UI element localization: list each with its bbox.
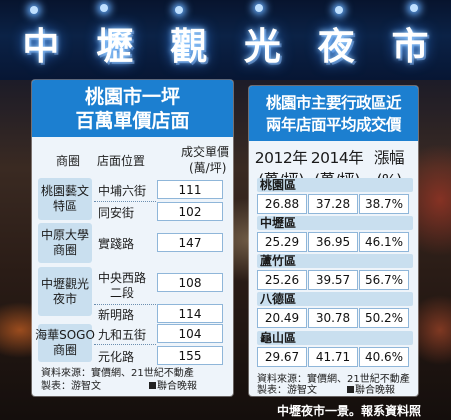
- value-2012: 26.88: [257, 194, 307, 214]
- square-bullet-icon: [149, 382, 156, 389]
- sign-title: 中 壢 觀 光 夜 市: [0, 18, 451, 68]
- district-price-title-line1: 桃園市主要行政區近: [265, 94, 402, 112]
- shop-price: 102: [157, 202, 223, 221]
- credit-note: 聯合晚報: [347, 385, 395, 397]
- district-block: [38, 324, 92, 362]
- photo-caption: 中壢夜市一景。報系資料照: [277, 404, 422, 418]
- shop-price: 108: [157, 273, 223, 292]
- value-change: 40.6%: [359, 347, 409, 367]
- sign-char: 市: [391, 25, 429, 68]
- shop-price: 114: [157, 304, 223, 323]
- district-price-table: 桃園市主要行政區近 兩年店面平均成交價 2012年 (萬/坪) 2014年 (萬…: [249, 86, 418, 396]
- district-name: 桃園藝文特區: [40, 184, 89, 213]
- col-2012-header: 2012年: [254, 149, 308, 167]
- shop-location: 中央西路二段: [97, 271, 146, 300]
- value-change: 46.1%: [359, 232, 409, 252]
- value-2014: 37.28: [308, 194, 358, 214]
- sign-char: 觀: [170, 25, 208, 68]
- district-name: 中原大學商圈: [40, 228, 89, 257]
- col-change-header: 漲幅: [373, 149, 405, 167]
- district-tag: 蘆竹區: [257, 254, 413, 268]
- shop-price: 111: [157, 180, 223, 199]
- credit-note: 聯合晚報: [149, 381, 197, 393]
- shop-location: 元化路: [98, 350, 135, 364]
- value-2014: 41.71: [308, 347, 358, 367]
- editor-note: 製表：游智文: [257, 385, 317, 396]
- value-2014: 39.57: [308, 270, 358, 290]
- col-price-unit: (萬/坪): [189, 161, 227, 175]
- source-note: 資料來源：實價網、21世紀不動產: [41, 368, 194, 379]
- col-district-header: 商圈: [56, 154, 81, 168]
- sign-char: 壢: [96, 25, 134, 68]
- district-name: 海華SOGO商圈: [35, 328, 95, 357]
- shop-location: 中埔六街: [98, 184, 147, 198]
- col-2014-header: 2014年: [310, 149, 364, 167]
- shop-location: 同安街: [98, 206, 135, 220]
- district-price-table-header: 桃園市主要行政區近 兩年店面平均成交價: [249, 86, 418, 141]
- district-block: [38, 178, 92, 220]
- value-change: 38.7%: [359, 194, 409, 214]
- col-price-header: 成交單價: [181, 145, 230, 159]
- district-name: 中壢觀光夜市: [40, 276, 89, 306]
- shop-price: 104: [157, 324, 223, 343]
- district-tag: 龜山區: [257, 331, 413, 345]
- district-tag: 桃園區: [257, 178, 413, 192]
- shop-location: 九和五街: [98, 328, 147, 342]
- sign-char: 光: [243, 25, 281, 68]
- value-2012: 25.29: [257, 232, 307, 252]
- sign-char: 中: [22, 25, 60, 68]
- district-block: [38, 267, 92, 316]
- value-2012: 25.26: [257, 270, 307, 290]
- shop-price-table: 桃園市一坪 百萬單價店面 商圈 店面位置 成交單價 (萬/坪) 桃園藝文特區 中…: [32, 80, 233, 396]
- col-location-header: 店面位置: [97, 154, 146, 168]
- district-price-title-line2: 兩年店面平均成交價: [265, 116, 402, 134]
- square-bullet-icon: [347, 386, 354, 393]
- value-change: 50.2%: [359, 308, 409, 328]
- value-2014: 36.95: [308, 232, 358, 252]
- value-2012: 20.49: [257, 308, 307, 328]
- value-change: 56.7%: [359, 270, 409, 290]
- sign-char: 夜: [317, 25, 355, 68]
- source-note: 資料來源：實價網、21世紀不動產: [257, 374, 410, 385]
- district-block: [38, 223, 92, 263]
- value-2014: 30.78: [308, 308, 358, 328]
- editor-note: 製表：游智文: [41, 381, 101, 392]
- night-market-sign: 中 壢 觀 光 夜 市: [0, 0, 451, 80]
- shop-price-title-line1: 桃園市一坪: [84, 86, 180, 108]
- shop-price-title-line2: 百萬單價店面: [75, 110, 190, 132]
- shop-price: 147: [157, 233, 223, 252]
- shop-price-table-header: 桃園市一坪 百萬單價店面: [32, 80, 233, 137]
- district-tag: 中壢區: [257, 216, 413, 230]
- shop-location: 新明路: [98, 308, 135, 322]
- value-2012: 29.67: [257, 347, 307, 367]
- shop-price: 155: [157, 346, 223, 365]
- shop-location: 實踐路: [98, 237, 135, 251]
- district-tag: 八德區: [257, 292, 413, 306]
